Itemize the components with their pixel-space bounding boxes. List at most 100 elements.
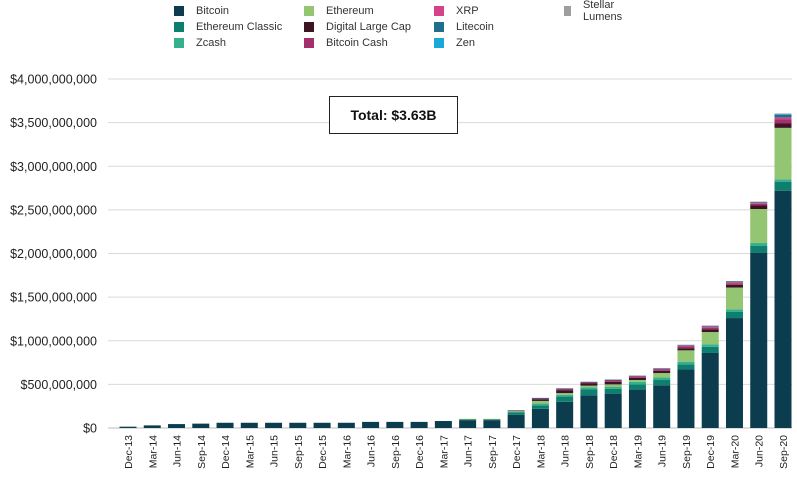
bar-segment-bitcoin-cash: [701, 327, 719, 330]
bar-segment-bitcoin-cash: [580, 382, 598, 384]
bar-segment-bitcoin-cash: [725, 283, 743, 285]
bar-segment-ethereum-classic: [483, 419, 501, 421]
bar-segment-bitcoin: [240, 422, 258, 428]
bar-segment-bitcoin: [628, 389, 646, 428]
y-tick-label: $0: [83, 422, 97, 436]
bar-segment-ethereum-classic: [628, 384, 646, 390]
x-tick-label: Dec-16: [414, 435, 426, 469]
bar-segment-zcash: [677, 361, 695, 365]
bar-segment-ethereum-classic: [750, 245, 768, 253]
bar-segment-digital-large-cap: [580, 383, 598, 386]
legend-swatch: [174, 6, 184, 16]
bar-segment-ethereum: [653, 373, 671, 378]
bar-segment-litecoin: [725, 281, 743, 283]
legend-item: Ethereum: [304, 3, 374, 19]
bar-stack-Jun-18: [556, 388, 574, 428]
x-tick-label: Sep-17: [487, 435, 499, 469]
bar-segment-litecoin: [653, 368, 671, 369]
bar-segment-digital-large-cap: [604, 381, 622, 385]
bar-segment-ethereum: [483, 418, 501, 420]
bar-segment-litecoin: [531, 397, 549, 399]
x-tick-label: Mar-17: [438, 435, 450, 468]
bar-stack-Dec-18: [604, 379, 622, 428]
bar-segment-stellar-lumens: [677, 344, 695, 346]
legend-label: Ethereum Classic: [196, 21, 283, 33]
x-tick-label: Mar-15: [244, 435, 256, 468]
bar-segment-bitcoin-cash: [628, 376, 646, 378]
bar-segment-ethereum-classic: [677, 364, 695, 370]
bar-segment-ethereum-classic: [604, 388, 622, 394]
bar-segment-bitcoin: [434, 421, 452, 428]
bar-segment-zcash: [750, 243, 768, 246]
x-tick-label: Mar-20: [729, 435, 741, 468]
legend-swatch: [434, 22, 444, 32]
legend-label: Zcash: [196, 37, 226, 49]
bar-segment-ethereum: [677, 350, 695, 362]
bar-segment-xrp: [701, 326, 719, 328]
bar-segment-digital-large-cap: [725, 284, 743, 288]
bar-segment-bitcoin-cash: [774, 119, 792, 124]
bar-stack-Jun-20: [750, 201, 768, 428]
x-tick-label: Sep-20: [778, 435, 790, 469]
bar-segment-litecoin: [580, 381, 598, 383]
legend-swatch: [434, 6, 444, 16]
bar-segment-litecoin: [556, 388, 574, 389]
legend-swatch: [174, 38, 184, 48]
bar-segment-digital-large-cap: [750, 205, 768, 210]
legend-label: Bitcoin Cash: [326, 37, 388, 49]
bar-stack-Mar-17: [434, 421, 452, 428]
bar-segment-bitcoin-cash: [531, 398, 549, 400]
bar-segment-zcash: [701, 344, 719, 347]
legend-label: XRP: [456, 5, 479, 17]
bar-segment-bitcoin-cash: [750, 203, 768, 206]
bar-segment-stellar-lumens: [750, 201, 768, 203]
bar-segment-zcash: [653, 377, 671, 381]
bar-stack-Jun-17: [459, 418, 477, 428]
bar-segment-bitcoin: [313, 422, 331, 428]
legend-swatch: [174, 22, 184, 32]
bar-segment-ethereum-classic: [531, 405, 549, 409]
legend-label: Litecoin: [456, 21, 494, 33]
bar-segment-bitcoin: [168, 424, 186, 428]
bar-segment-ethereum: [556, 393, 574, 395]
x-tick-label: Mar-19: [632, 435, 644, 468]
bar-segment-bitcoin: [337, 422, 355, 428]
legend-label: Ethereum: [326, 5, 374, 17]
bar-stack-Sep-15: [289, 422, 307, 428]
legend-swatch: [564, 6, 571, 16]
x-tick-label: Mar-18: [535, 435, 547, 468]
legend-label: Stellar Lumens: [582, 0, 623, 23]
bar-stack-Sep-18: [580, 381, 598, 428]
bar-segment-xrp: [628, 376, 646, 377]
bar-segment-bitcoin: [216, 422, 234, 428]
bar-stack-Sep-17: [483, 418, 501, 428]
bar-segment-litecoin: [628, 375, 646, 377]
bar-segment-bitcoin-cash: [556, 388, 574, 391]
bar-segment-bitcoin: [143, 425, 161, 428]
legend-label: Digital Large Cap: [326, 21, 411, 33]
bar-segment-ethereum: [580, 385, 598, 388]
bar-segment-digital-large-cap: [531, 399, 549, 401]
legend-swatch: [304, 38, 314, 48]
bar-stack-Dec-14: [216, 422, 234, 428]
bar-segment-zcash: [774, 179, 792, 182]
legend-label: Bitcoin: [196, 5, 230, 17]
bar-segment-digital-large-cap: [677, 348, 695, 351]
bar-segment-zcash: [507, 411, 525, 413]
legend-item: XRP: [434, 3, 479, 19]
bar-segment-xrp: [653, 368, 671, 370]
x-tick-label: Mar-16: [341, 435, 353, 468]
x-tick-label: Sep-14: [196, 435, 208, 469]
bar-segment-bitcoin: [531, 408, 549, 428]
x-tick-label: Jun-20: [754, 435, 766, 467]
bar-segment-bitcoin: [410, 421, 428, 428]
total-annotation: Total: $3.63B: [329, 96, 458, 134]
bar-stack-Mar-18: [531, 397, 549, 428]
x-tick-label: Jun-15: [269, 435, 281, 467]
y-tick-label: $1,000,000,000: [10, 334, 97, 348]
bar-segment-zcash: [725, 309, 743, 312]
bar-segment-litecoin: [750, 202, 768, 203]
y-tick-label: $4,000,000,000: [10, 73, 97, 87]
bar-segment-ethereum: [701, 332, 719, 345]
bar-segment-bitcoin-cash: [653, 369, 671, 371]
